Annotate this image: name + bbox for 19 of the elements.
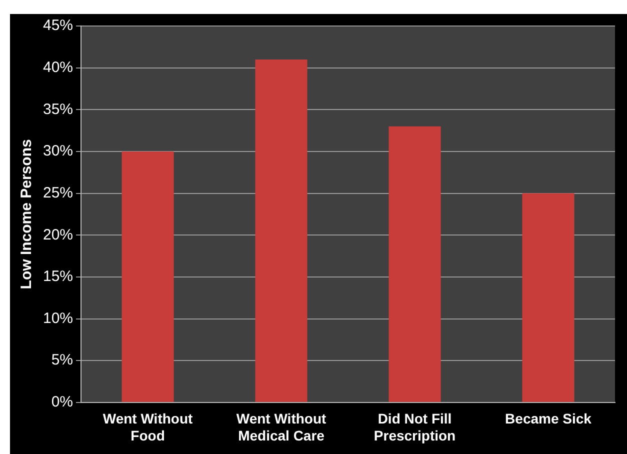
y-tick-label: 20% — [42, 226, 74, 244]
x-tick-label: Went Without Medical Care — [236, 410, 327, 444]
y-tick-label: 40% — [42, 58, 74, 76]
bar — [122, 151, 174, 402]
x-tick-label: Went Without Food — [102, 410, 194, 444]
y-tick-label: 15% — [42, 268, 74, 286]
x-tick-label: Became Sick — [505, 410, 592, 427]
y-tick-label: 45% — [42, 17, 74, 34]
y-tick-label: 35% — [42, 100, 74, 118]
bar — [522, 193, 574, 402]
y-tick-label: 30% — [42, 142, 74, 160]
bar — [388, 126, 441, 402]
y-tick-label: 25% — [42, 184, 74, 202]
x-tick-label: Did Not Fill Prescription — [374, 410, 456, 444]
y-tick-label: 5% — [51, 352, 74, 369]
y-axis-title: Low Income Persons — [18, 139, 36, 290]
y-tick-label: 0% — [51, 394, 74, 411]
y-tick-label: 10% — [42, 310, 74, 327]
bar — [255, 59, 308, 402]
